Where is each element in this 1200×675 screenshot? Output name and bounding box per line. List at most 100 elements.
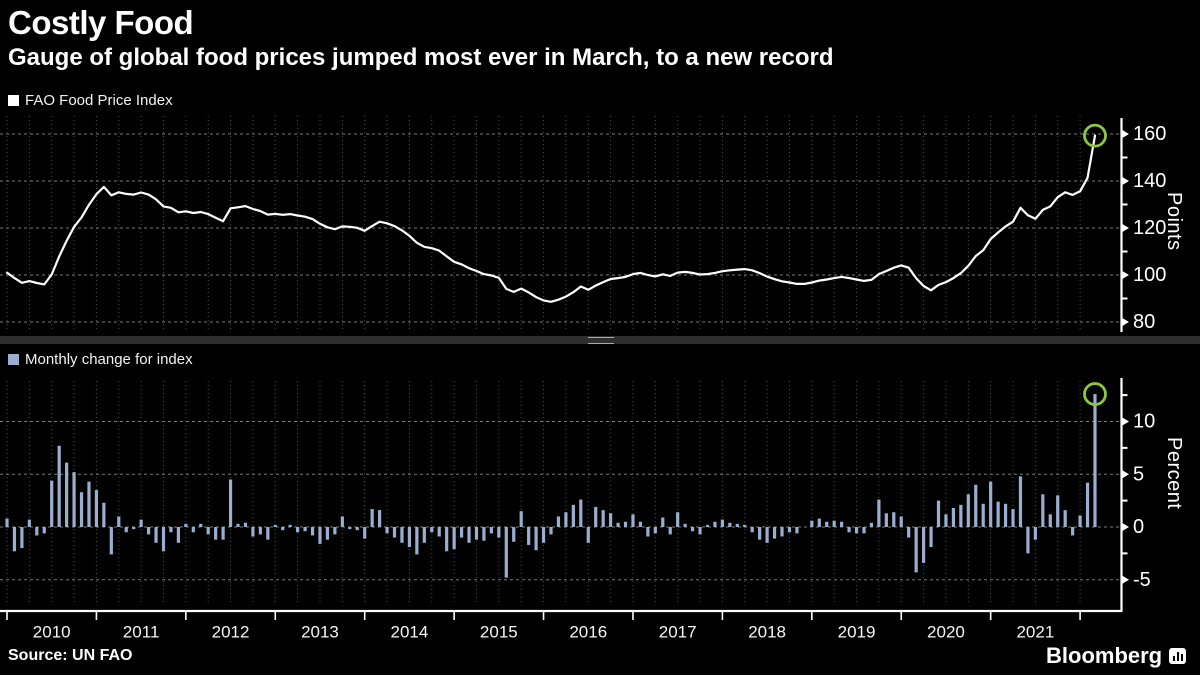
monthly-change-bar (1071, 527, 1075, 536)
monthly-change-bar (758, 527, 762, 540)
monthly-change-bar (832, 520, 836, 527)
monthly-change-bar (869, 522, 874, 527)
y-axis-major-tick (1121, 270, 1129, 280)
monthly-change-bar (333, 527, 337, 535)
x-axis-year-tick (989, 612, 992, 620)
monthly-change-bar (549, 527, 553, 535)
bottom-chart-gridlines (0, 381, 1122, 604)
monthly-change-bar (914, 527, 918, 573)
x-axis-year-label: 2021 (1016, 623, 1054, 642)
monthly-change-bar (273, 524, 277, 527)
divider-drag-handle[interactable] (588, 337, 614, 344)
monthly-change-bar (1093, 394, 1097, 527)
monthly-change-bar (765, 527, 769, 543)
monthly-change-bar (325, 527, 330, 540)
monthly-change-bar (65, 462, 69, 527)
monthly-change-bar (296, 527, 300, 533)
monthly-change-bar (772, 527, 777, 539)
monthly-change-bar (422, 527, 426, 543)
monthly-change-bar (20, 527, 24, 549)
source-note: Source: UN FAO (8, 647, 133, 664)
x-axis-year-label: 2014 (390, 623, 428, 642)
monthly-change-bar (534, 527, 538, 551)
y-axis-tick-label: 0 (1133, 516, 1144, 538)
monthly-change-bar (564, 512, 568, 527)
monthly-change-bar (616, 522, 620, 527)
monthly-change-bar (310, 527, 315, 536)
monthly-change-bar (720, 519, 724, 527)
x-axis-year-tick (363, 612, 366, 620)
index-legend-label: FAO Food Price Index (25, 92, 173, 109)
x-axis-year-tick (542, 612, 545, 620)
monthly-change-bar (415, 527, 419, 555)
monthly-change-bar (191, 527, 195, 533)
x-axis-year-tick (721, 612, 724, 620)
page-title: Costly Food (8, 4, 194, 41)
monthly-change-bar (825, 521, 829, 527)
monthly-change-bar (743, 524, 747, 527)
monthly-change-bar (459, 527, 464, 538)
x-axis-year-label: 2012 (212, 623, 250, 642)
monthly-change-bars (5, 394, 1097, 578)
monthly-change-bar (638, 521, 643, 527)
bloomberg-logo[interactable]: Bloomberg (1046, 643, 1187, 669)
monthly-change-bar (258, 527, 262, 535)
monthly-change-bar (698, 527, 702, 535)
x-axis-year-label: 2017 (659, 623, 697, 642)
index-line (5, 134, 1097, 303)
monthly-change-bar (519, 511, 523, 527)
monthly-change-bar (27, 519, 31, 527)
monthly-change-bar (370, 509, 374, 527)
y-axis-minor-tick (1121, 297, 1128, 300)
monthly-change-bar (1078, 515, 1082, 527)
x-axis-year-tick (900, 612, 903, 620)
monthly-change-bar (124, 527, 128, 533)
monthly-change-bar (646, 527, 650, 537)
monthly-change-bar (79, 492, 84, 527)
monthly-change-bar (482, 527, 486, 541)
monthly-change-bar (653, 527, 657, 534)
monthly-change-bar (214, 527, 218, 540)
x-axis-year-tick (632, 612, 634, 620)
monthly-change-bar (1018, 476, 1023, 527)
y-axis-minor-tick (1121, 156, 1128, 159)
monthly-change-bar (340, 516, 344, 527)
x-axis-year-label: 2010 (33, 623, 71, 642)
monthly-change-bar (631, 514, 635, 527)
monthly-change-bar (489, 527, 493, 534)
x-axis: 2010 2011 2012 2013 2014 2015 2016 2017 2018 2019… (0, 609, 1123, 642)
monthly-change-bar (1011, 509, 1015, 527)
monthly-change-bar (810, 520, 814, 527)
monthly-change-bar (996, 501, 1000, 527)
monthly-change-bar (303, 527, 307, 532)
legend-index: FAO Food Price Index (8, 92, 173, 109)
monthly-change-bar (355, 527, 359, 531)
legend-monthly-change: Monthly change for index (8, 351, 193, 368)
monthly-change-bar (586, 527, 590, 543)
monthly-change-bar (579, 499, 583, 527)
monthly-change-bar (318, 527, 322, 544)
monthly-change-bar (1048, 514, 1052, 527)
monthly-change-bar (1041, 494, 1045, 527)
monthly-change-bar (50, 480, 54, 527)
x-axis-year-tick (95, 612, 98, 620)
monthly-change-bar (504, 527, 508, 578)
monthly-change-bar (228, 479, 233, 527)
x-axis-year-label: 2020 (927, 623, 965, 642)
monthly-change-bar (206, 527, 210, 535)
x-axis-year-label: 2015 (480, 623, 518, 642)
bottom-chart-y-axis: -5 0 5 10 (1120, 378, 1155, 611)
monthly-change-bar (989, 481, 993, 527)
monthly-change-bar (236, 523, 240, 527)
monthly-change-bar (243, 522, 248, 527)
monthly-change-bar (787, 527, 792, 533)
change-legend-label: Monthly change for index (25, 351, 193, 368)
monthly-change-bar (146, 527, 151, 535)
monthly-change-bar (907, 527, 911, 538)
monthly-change-bar (847, 527, 851, 533)
monthly-change-bar (1063, 510, 1067, 527)
y-axis-major-tick (1121, 522, 1129, 532)
monthly-change-bar (117, 516, 121, 527)
monthly-change-bar (392, 527, 397, 538)
